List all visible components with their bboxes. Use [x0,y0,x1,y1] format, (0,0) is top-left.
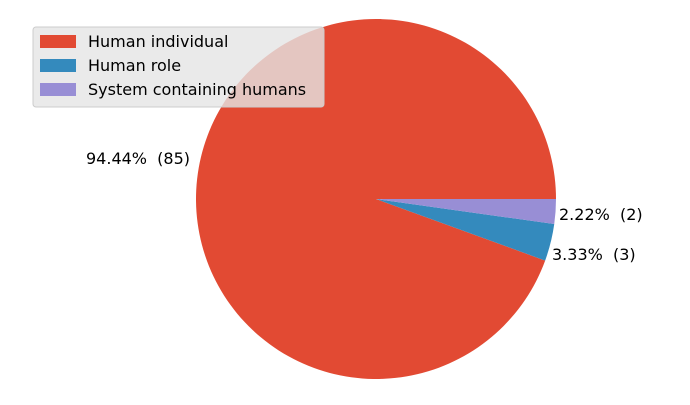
pie-slice-human-role [376,199,555,261]
legend: Human individual Human role System contain… [32,26,325,108]
pie-slice-system-containing-humans [376,199,556,225]
legend-label-system-containing-humans: System containing humans [88,80,306,99]
slice-label-system-containing-humans: 2.22% (2) [559,205,643,224]
pie-slices [196,18,556,379]
slice-labels: 94.44% (85) 3.33% (3) 2.22% (2) [86,149,643,264]
pie-slice-human-individual [196,18,556,379]
slice-label-human-role: 3.33% (3) [552,245,636,264]
legend-entries: Human individual Human role System contain… [40,32,306,99]
legend-swatch-human-role [40,59,76,72]
legend-label-human-individual: Human individual [88,32,228,51]
legend-label-human-role: Human role [88,56,181,75]
legend-frame [32,26,325,108]
legend-swatch-system-containing-humans [40,83,76,96]
legend-swatch-human-individual [40,35,76,48]
slice-label-human-individual: 94.44% (85) [86,149,190,168]
